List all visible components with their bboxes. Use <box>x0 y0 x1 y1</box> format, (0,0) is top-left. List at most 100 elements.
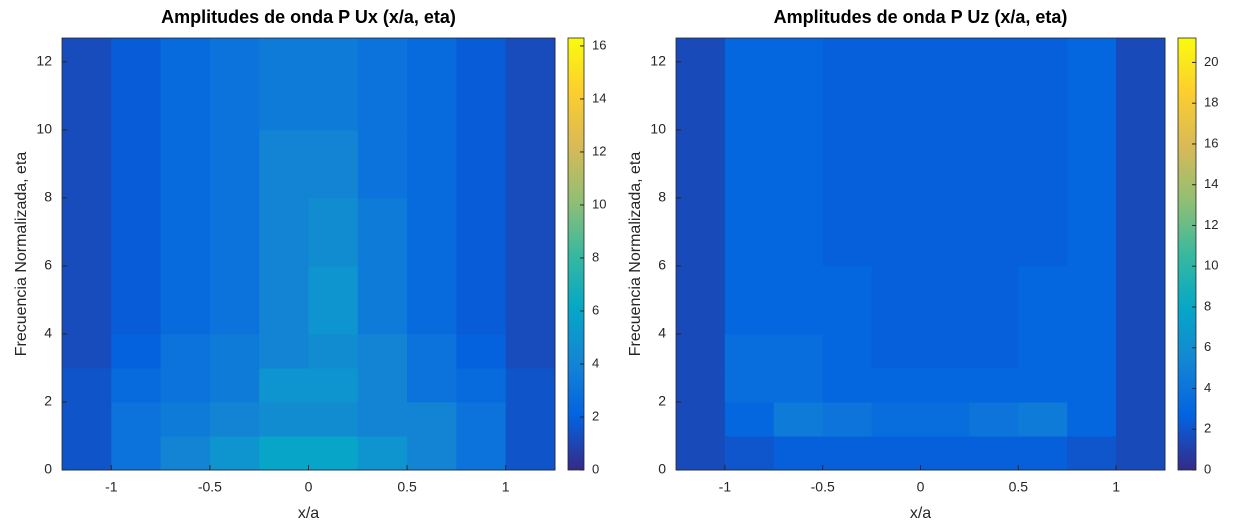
heatmap-cell <box>308 333 359 369</box>
heatmap-cell <box>62 367 112 403</box>
heatmap-cell <box>308 265 359 335</box>
heatmap-cell <box>871 333 921 369</box>
heatmap-cell <box>773 197 824 267</box>
heatmap-cell <box>871 129 921 199</box>
y-tick-label: 8 <box>658 189 666 205</box>
heatmap-cell <box>676 435 726 471</box>
heatmap-cell <box>773 435 824 471</box>
heatmap-cell <box>357 197 408 267</box>
y-tick-label: 12 <box>36 53 52 69</box>
heatmap-cell <box>259 367 309 403</box>
chart-title: Amplitudes de onda P Uz (x/a, eta) <box>774 7 1068 27</box>
colorbar <box>1177 37 1197 471</box>
heatmap-cell <box>357 129 408 199</box>
x-tick-label: 0 <box>917 479 925 495</box>
heatmap-cell <box>1018 265 1068 335</box>
heatmap-cell <box>822 401 873 437</box>
y-tick-label: 0 <box>44 461 52 477</box>
x-tick-label: -0.5 <box>811 479 835 495</box>
colorbar-tick-label: 20 <box>1204 54 1218 69</box>
heatmap-cell <box>969 129 1019 199</box>
y-tick-label: 6 <box>658 257 666 273</box>
colorbar-tick-label: 8 <box>1204 298 1211 313</box>
colorbar-tick-label: 6 <box>1204 339 1211 354</box>
heatmap-cell <box>407 367 457 403</box>
heatmap-cell <box>1067 265 1117 335</box>
colorbar-tick-label: 4 <box>592 355 599 370</box>
heatmap-cell <box>822 197 873 267</box>
heatmap-cell <box>969 265 1019 335</box>
heatmap-cell <box>209 435 260 471</box>
heatmap-cell <box>676 38 726 131</box>
heatmap-cell <box>920 401 970 437</box>
heatmap-cell <box>407 129 457 199</box>
x-tick-label: 1 <box>1112 479 1120 495</box>
heatmap-cell <box>724 129 775 199</box>
heatmap-cell <box>1018 367 1068 403</box>
heatmap-cell <box>920 197 970 267</box>
heatmap-cell <box>407 435 457 471</box>
heatmap-cell <box>1116 129 1166 199</box>
heatmap-cell <box>969 401 1019 437</box>
heatmap-cell <box>724 265 775 335</box>
heatmap-cell <box>407 333 457 369</box>
heatmap-cell <box>357 265 408 335</box>
colorbar-tick-label: 0 <box>592 461 599 476</box>
heatmap-cell <box>773 367 824 403</box>
colorbar-tick-label: 4 <box>1204 380 1211 395</box>
heatmap-cell <box>259 333 309 369</box>
heatmap-cell <box>871 401 921 437</box>
heatmap-cell <box>308 197 359 267</box>
colorbar-tick-label: 10 <box>592 196 606 211</box>
heatmap-cell <box>62 265 112 335</box>
x-tick-label: -0.5 <box>198 479 222 495</box>
heatmap-cell <box>969 435 1019 471</box>
heatmap-cell <box>1067 38 1117 131</box>
heatmap-cell <box>1116 401 1166 437</box>
heatmap-cell <box>920 38 970 131</box>
heatmap-cell <box>969 38 1019 131</box>
x-tick-label: 0.5 <box>1009 479 1029 495</box>
heatmap-cell <box>209 129 260 199</box>
x-axis-label: x/a <box>298 505 319 522</box>
heatmap-cell <box>111 333 162 369</box>
heatmap-cell <box>920 265 970 335</box>
heatmap-cell <box>724 197 775 267</box>
heatmap-cell <box>357 435 408 471</box>
colorbar-tick-label: 6 <box>592 302 599 317</box>
heatmap-cell <box>724 333 775 369</box>
heatmap-cell <box>822 265 873 335</box>
heatmap-cell <box>160 38 211 131</box>
heatmap-cell <box>209 333 260 369</box>
heatmap-cell <box>724 401 775 437</box>
y-tick-label: 2 <box>658 393 666 409</box>
heatmap-cell <box>676 265 726 335</box>
heatmap-cell <box>676 333 726 369</box>
heatmap-cell <box>1018 197 1068 267</box>
heatmap-cell <box>308 38 359 131</box>
colorbar-tick-label: 16 <box>1204 135 1218 150</box>
heatmap-cell <box>871 435 921 471</box>
heatmap-cell <box>62 197 112 267</box>
heatmap-cell <box>160 333 211 369</box>
heatmap-cell <box>505 129 556 199</box>
heatmap-cell <box>1116 38 1166 131</box>
heatmap-cell <box>357 401 408 437</box>
colorbar-tick-label: 14 <box>592 90 606 105</box>
heatmap-cell <box>456 401 507 437</box>
heatmap-cell <box>505 401 556 437</box>
heatmap-cell <box>773 401 824 437</box>
heatmap-cell <box>1116 435 1166 471</box>
heatmap-cell <box>773 129 824 199</box>
heatmap-cell <box>871 197 921 267</box>
heatmap-cell <box>920 367 970 403</box>
heatmap-cell <box>456 435 507 471</box>
heatmap-cell <box>62 38 112 131</box>
heatmap-cell <box>407 265 457 335</box>
heatmap-cell <box>724 435 775 471</box>
heatmap-cell <box>1116 333 1166 369</box>
heatmap-cell <box>1116 367 1166 403</box>
heatmap-cell <box>1116 265 1166 335</box>
heatmap-cell <box>456 265 507 335</box>
heatmap-cell <box>160 401 211 437</box>
